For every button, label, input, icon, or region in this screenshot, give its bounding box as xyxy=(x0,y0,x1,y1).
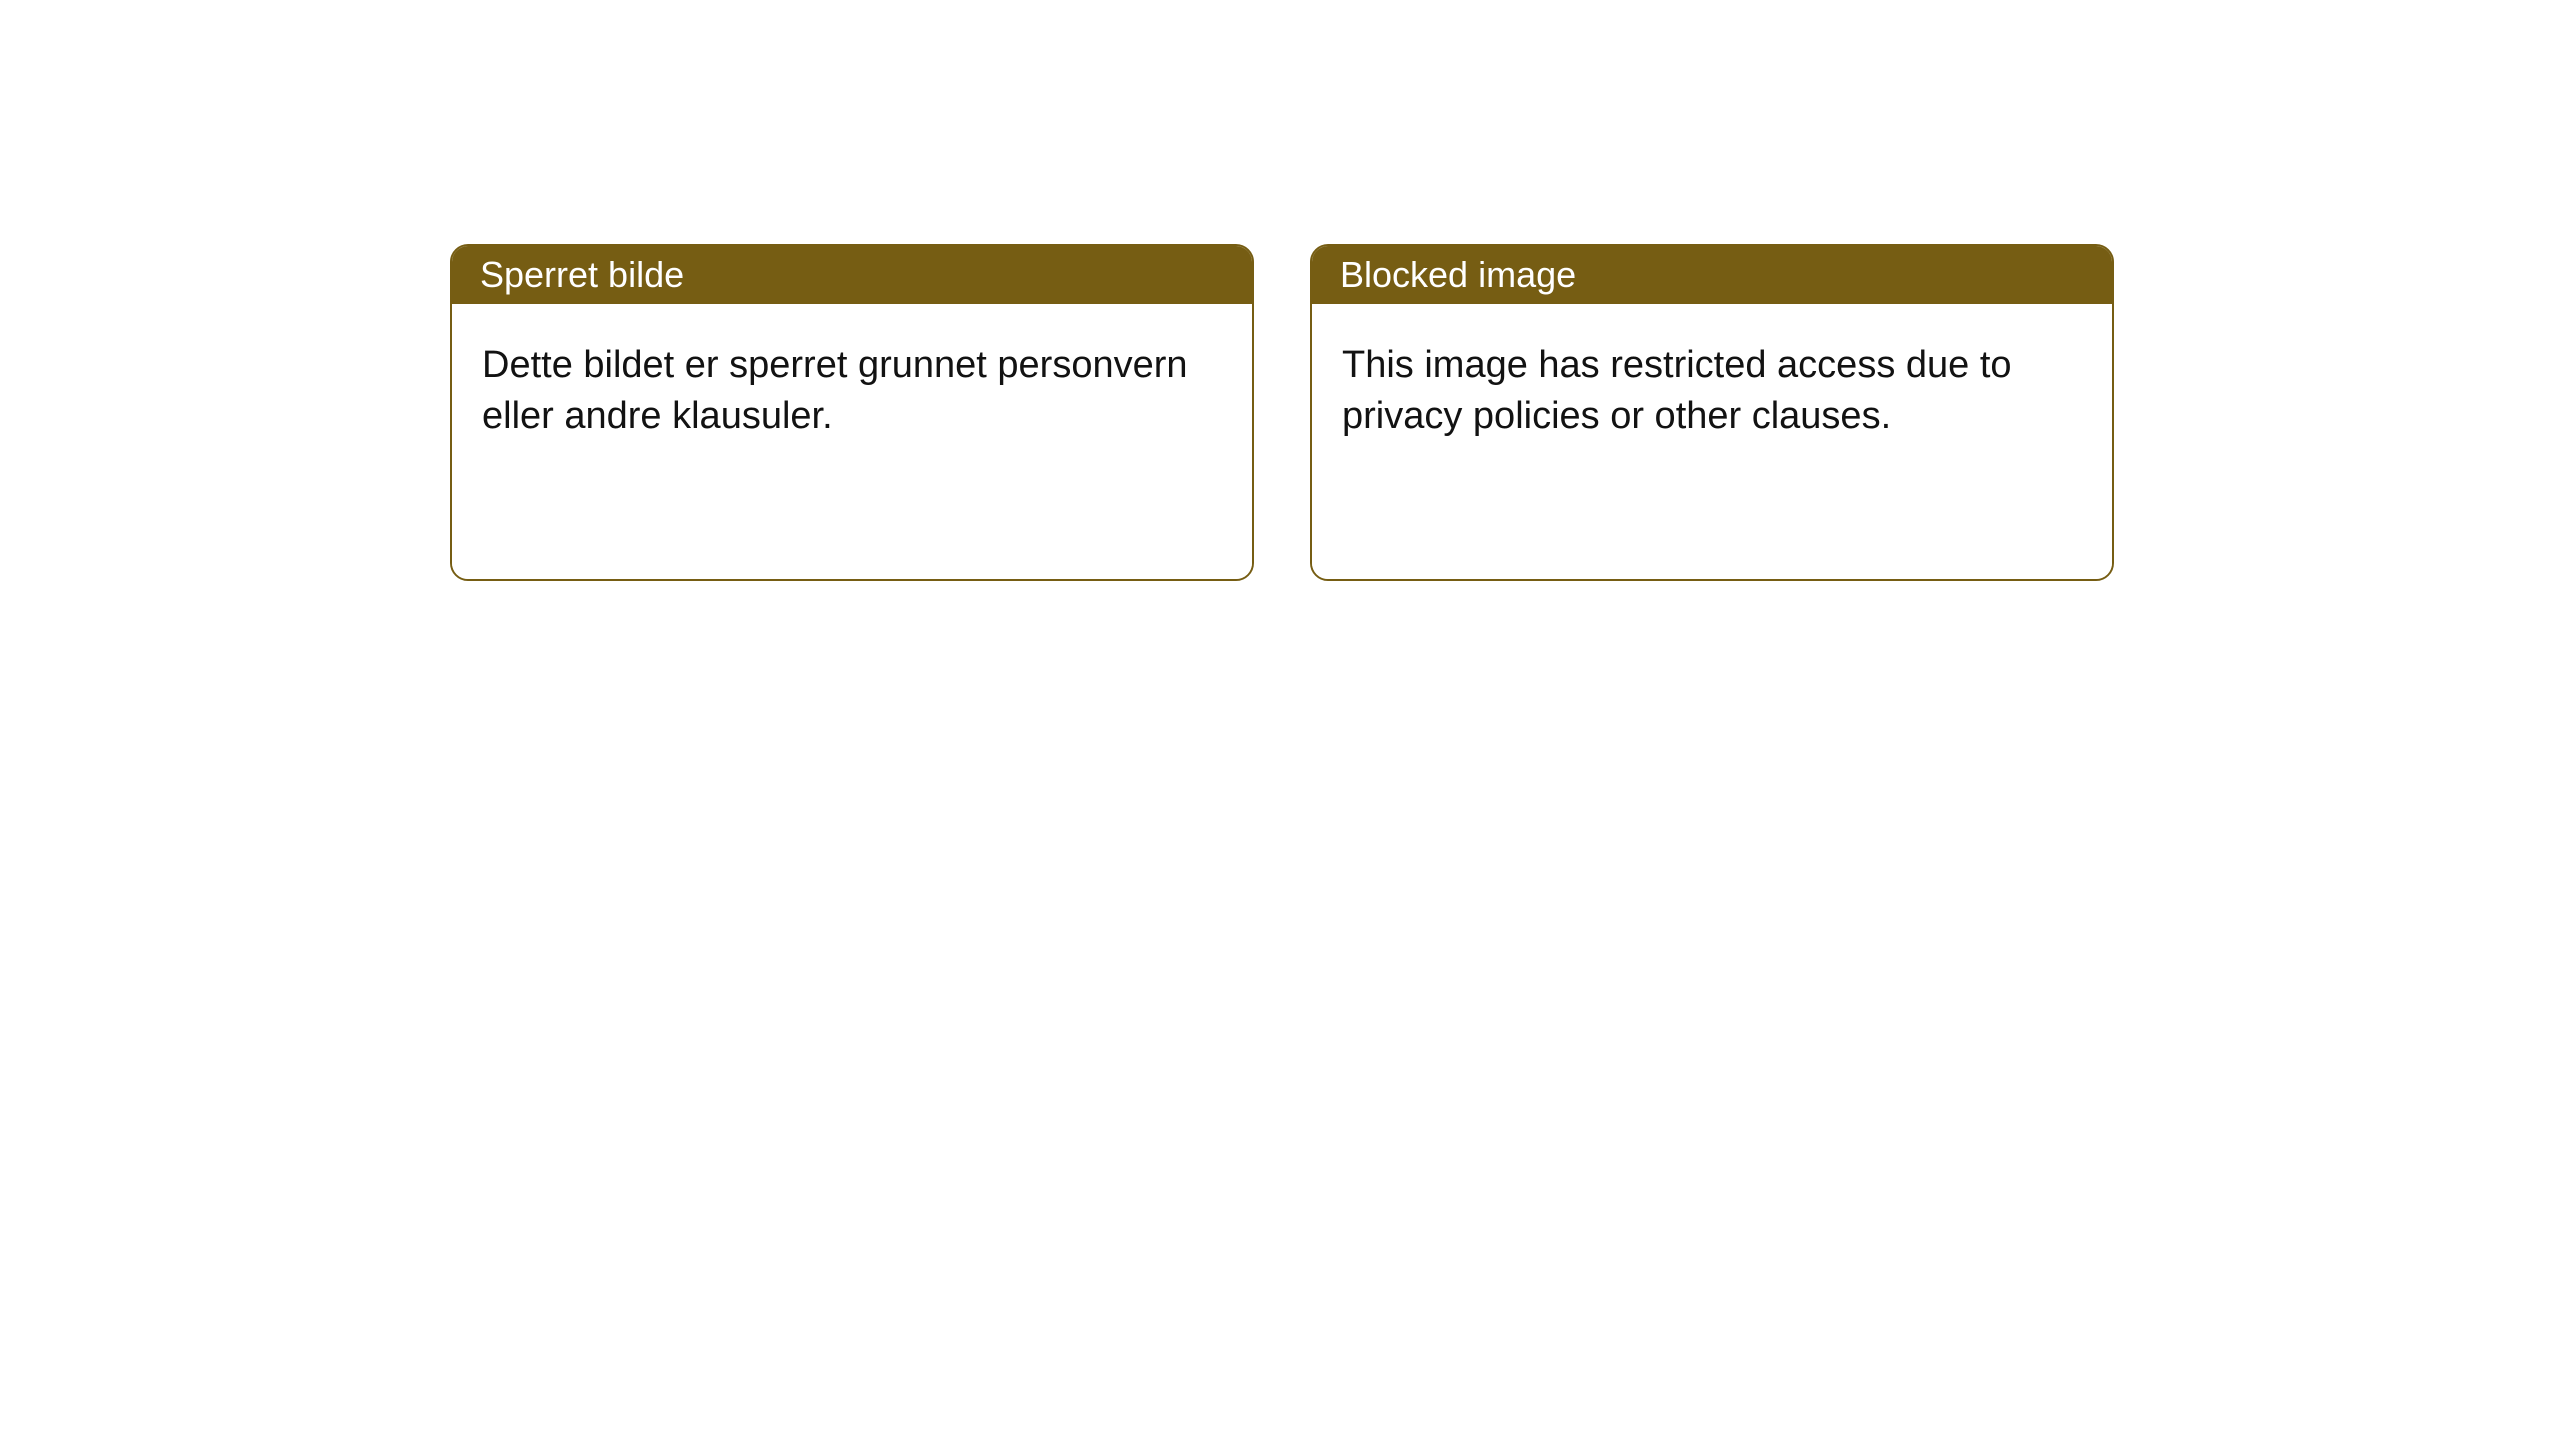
notice-title-en: Blocked image xyxy=(1312,246,2112,304)
notice-title-no: Sperret bilde xyxy=(452,246,1252,304)
notice-card-en: Blocked image This image has restricted … xyxy=(1310,244,2114,581)
notice-body-no: Dette bildet er sperret grunnet personve… xyxy=(452,304,1252,579)
notice-body-en: This image has restricted access due to … xyxy=(1312,304,2112,579)
notice-container: Sperret bilde Dette bildet er sperret gr… xyxy=(450,244,2114,581)
notice-card-no: Sperret bilde Dette bildet er sperret gr… xyxy=(450,244,1254,581)
